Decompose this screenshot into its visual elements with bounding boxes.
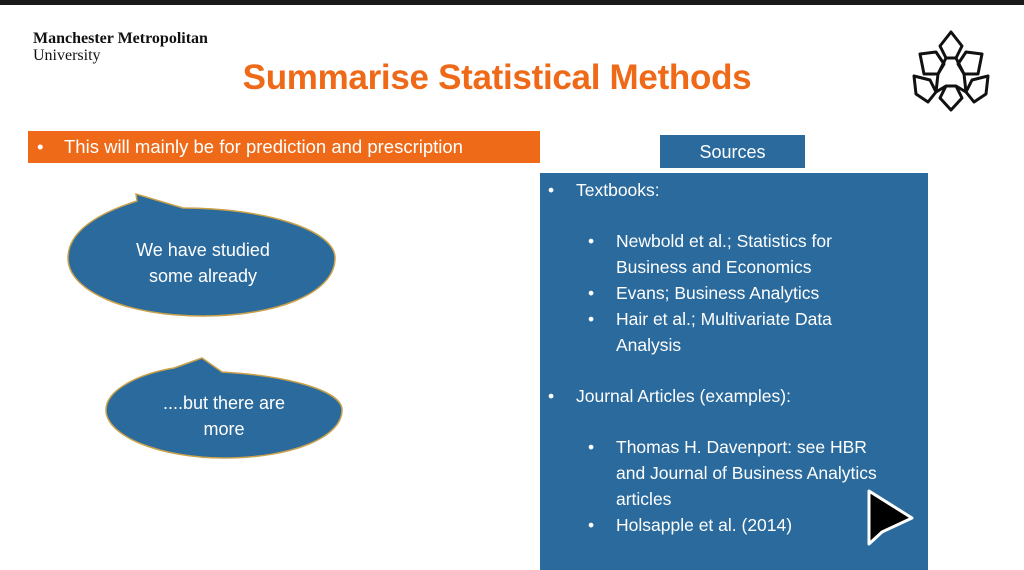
university-logo: Manchester Metropolitan University — [33, 30, 208, 64]
bubble-2-line1: ....but there are — [162, 393, 286, 413]
textbook-item: Hair et al.; Multivariate Data Analysis — [616, 306, 832, 358]
bubble-1-line1: We have studied — [136, 240, 270, 260]
sources-label: Sources — [660, 135, 805, 168]
bullet: • — [588, 309, 595, 329]
textbook-item: Evans; Business Analytics — [616, 280, 819, 306]
bullet: • — [548, 386, 555, 406]
journal-item: Holsapple et al. (2014) — [616, 512, 792, 538]
textbook-item: Newbold et al.; Statistics for Business … — [616, 228, 832, 280]
textbook-line: Business and Economics — [616, 257, 812, 277]
top-bar — [0, 0, 1024, 5]
textbook-line: Hair et al.; Multivariate Data — [616, 309, 832, 329]
journal-line: Holsapple et al. (2014) — [616, 515, 793, 535]
journals-heading: Journal Articles (examples): — [576, 386, 791, 406]
bubble-1-line2: some already — [148, 266, 258, 286]
textbook-line: Analysis — [616, 335, 682, 355]
bullet: • — [588, 231, 595, 251]
sources-panel: • Textbooks: • Newbold et al.; Statistic… — [540, 173, 928, 570]
bullet: • — [548, 180, 555, 200]
bullet: • — [588, 515, 595, 535]
speech-bubble-2 — [105, 357, 343, 459]
journal-line: and Journal of Business Analytics — [616, 463, 877, 483]
university-name-line2: University — [33, 47, 101, 64]
journal-line: Thomas H. Davenport: see HBR — [616, 437, 867, 457]
mmu-crest-icon — [912, 30, 990, 112]
textbook-line: Evans; Business Analytics — [616, 283, 820, 303]
university-name-line1: Manchester Metropolitan — [33, 30, 208, 47]
bubble-1-text: We have studied some already — [103, 237, 303, 289]
mouse-pointer-icon — [867, 489, 914, 546]
textbooks-heading: Textbooks: — [576, 180, 660, 200]
textbook-line: Newbold et al.; Statistics for — [616, 231, 832, 251]
journal-item: Thomas H. Davenport: see HBR and Journal… — [616, 434, 877, 512]
banner-bullet: • — [37, 136, 44, 157]
bubble-2-line2: more — [203, 419, 245, 439]
bullet: • — [588, 437, 595, 457]
banner-text: This will mainly be for prediction and p… — [64, 136, 463, 157]
bubble-2-text: ....but there are more — [124, 390, 324, 442]
bullet: • — [588, 283, 595, 303]
slide-title: Summarise Statistical Methods — [242, 58, 752, 97]
banner-bullet-box: • This will mainly be for prediction and… — [28, 131, 540, 163]
speech-bubble-1 — [67, 192, 336, 317]
journal-line: articles — [616, 489, 672, 509]
